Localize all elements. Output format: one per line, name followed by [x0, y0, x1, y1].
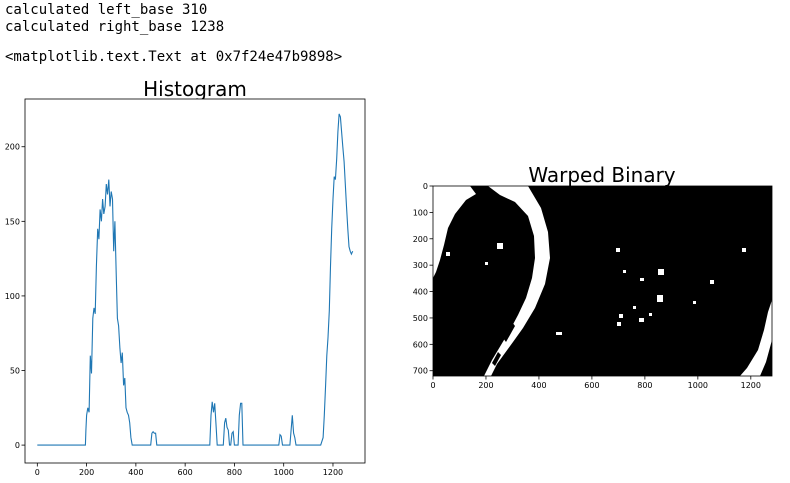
- histogram-y-tick-label: 100: [5, 292, 20, 301]
- warped-x-tick-label: 0: [430, 381, 435, 390]
- histogram-chart: Histogram 0 200 400 600 800 1000 1200 0 50 100 15…: [5, 77, 366, 477]
- warped-x-tick-label: 400: [531, 381, 546, 390]
- histogram-x-tick-label: 0: [35, 468, 40, 477]
- warped-y-tick-label: 500: [413, 314, 428, 323]
- output-line-text-repr: <matplotlib.text.Text at 0x7f24e47b9898>: [5, 49, 343, 65]
- warped-x-tick-label: 600: [584, 381, 599, 390]
- histogram-x-tick-label: 400: [128, 468, 143, 477]
- warped-binary-chart: Warped Binary: [413, 163, 773, 390]
- output-line-left-base: calculated left_base 310: [5, 2, 208, 18]
- histogram-frame: [24, 98, 366, 464]
- histogram-x-tick-label: 1200: [323, 468, 343, 477]
- warped-binary-image: [433, 186, 772, 376]
- warped-x-tick-label: 200: [478, 381, 493, 390]
- warped-y-tick-label: 600: [413, 340, 428, 349]
- warped-binary-title: Warped Binary: [528, 163, 675, 187]
- warped-x-tick-label: 800: [637, 381, 652, 390]
- histogram-x-ticks: 0 200 400 600 800 1000 1200: [35, 463, 343, 477]
- warped-y-tick-label: 300: [413, 261, 428, 270]
- histogram-y-tick-label: 150: [5, 217, 20, 226]
- histogram-y-tick-label: 0: [15, 441, 20, 450]
- warped-y-tick-label: 200: [413, 235, 428, 244]
- warped-y-tick-label: 0: [423, 182, 428, 191]
- histogram-x-tick-label: 1000: [274, 468, 294, 477]
- histogram-x-tick-label: 200: [79, 468, 94, 477]
- histogram-y-tick-label: 200: [5, 143, 20, 152]
- warped-binary-x-ticks: 0 200 400 600 800 1000 1200: [430, 376, 761, 390]
- warped-y-tick-label: 100: [413, 208, 428, 217]
- histogram-series-line: [37, 113, 354, 446]
- warped-x-tick-label: 1200: [741, 381, 761, 390]
- warped-binary-y-ticks: 0 100 200 300 400 500 600 700: [413, 182, 433, 376]
- warped-x-tick-label: 1000: [688, 381, 708, 390]
- histogram-x-tick-label: 600: [178, 468, 193, 477]
- warped-y-tick-label: 700: [413, 367, 428, 376]
- histogram-title: Histogram: [143, 77, 247, 101]
- histogram-y-ticks: 0 50 100 150 200: [5, 143, 25, 450]
- warped-y-tick-label: 400: [413, 288, 428, 297]
- histogram-x-tick-label: 800: [227, 468, 242, 477]
- histogram-y-tick-label: 50: [10, 367, 20, 376]
- warped-binary-frame: [432, 185, 773, 377]
- output-line-right-base: calculated right_base 1238: [5, 19, 225, 35]
